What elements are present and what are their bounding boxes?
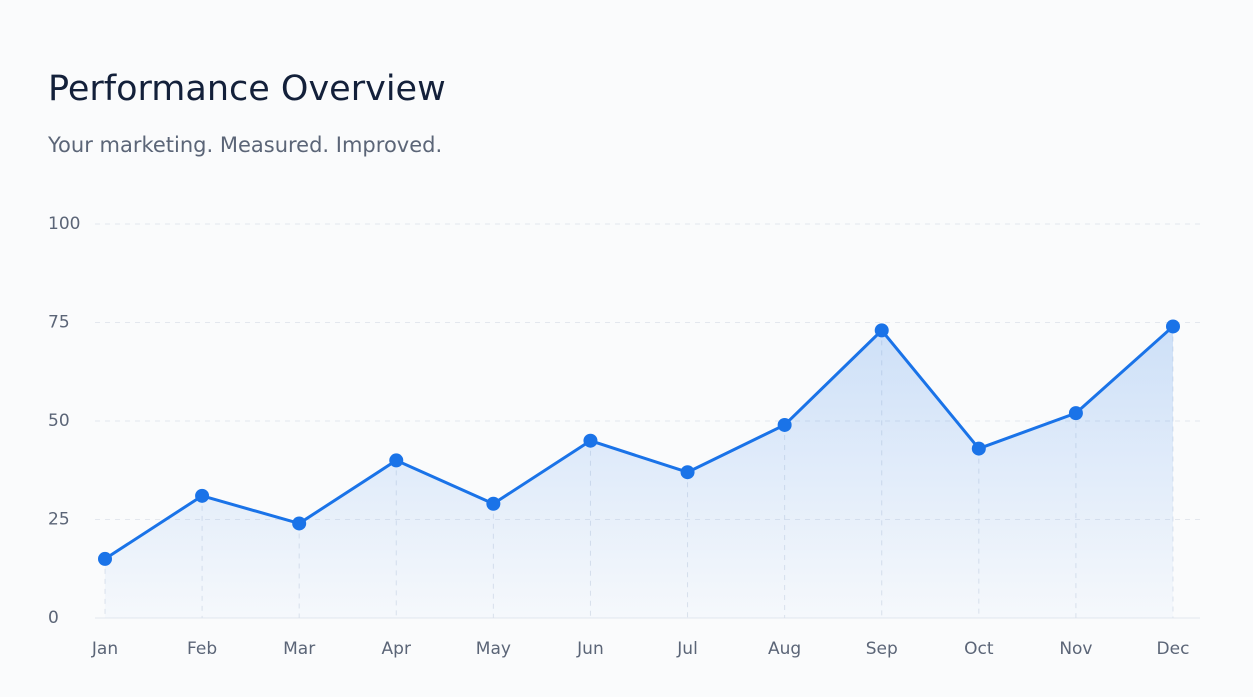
point	[971, 441, 986, 456]
y-tick-label: 25	[48, 510, 70, 530]
point	[874, 323, 889, 338]
point	[389, 453, 404, 468]
x-tick-label: Jul	[676, 639, 698, 659]
y-tick-label: 75	[48, 313, 70, 333]
y-tick-label: 100	[48, 214, 80, 234]
x-tick-label: Aug	[768, 639, 801, 659]
point	[1166, 319, 1180, 334]
y-tick-label: 50	[48, 411, 70, 431]
chart-subtitle: Your marketing. Measured. Improved.	[47, 133, 442, 157]
point	[1068, 406, 1083, 421]
point	[583, 433, 598, 448]
x-tick-label: Sep	[866, 639, 898, 659]
point	[292, 516, 307, 531]
point	[777, 417, 792, 432]
x-tick-label: Dec	[1157, 639, 1190, 659]
x-tick-label: Jan	[91, 639, 118, 659]
x-tick-label: Jun	[576, 639, 604, 659]
x-tick-label: Nov	[1059, 639, 1092, 659]
area	[105, 326, 1173, 618]
chart-title: Performance Overview	[48, 69, 446, 109]
x-tick-label: Oct	[964, 639, 994, 659]
point	[486, 496, 501, 511]
point	[680, 465, 695, 480]
x-tick-label: Mar	[283, 639, 315, 659]
y-tick-label: 0	[48, 608, 59, 628]
x-tick-label: May	[476, 639, 511, 659]
x-tick-label: Feb	[187, 639, 217, 659]
point	[98, 551, 112, 566]
line	[104, 325, 1174, 561]
x-tick-label: Apr	[382, 639, 411, 659]
point	[195, 488, 210, 503]
